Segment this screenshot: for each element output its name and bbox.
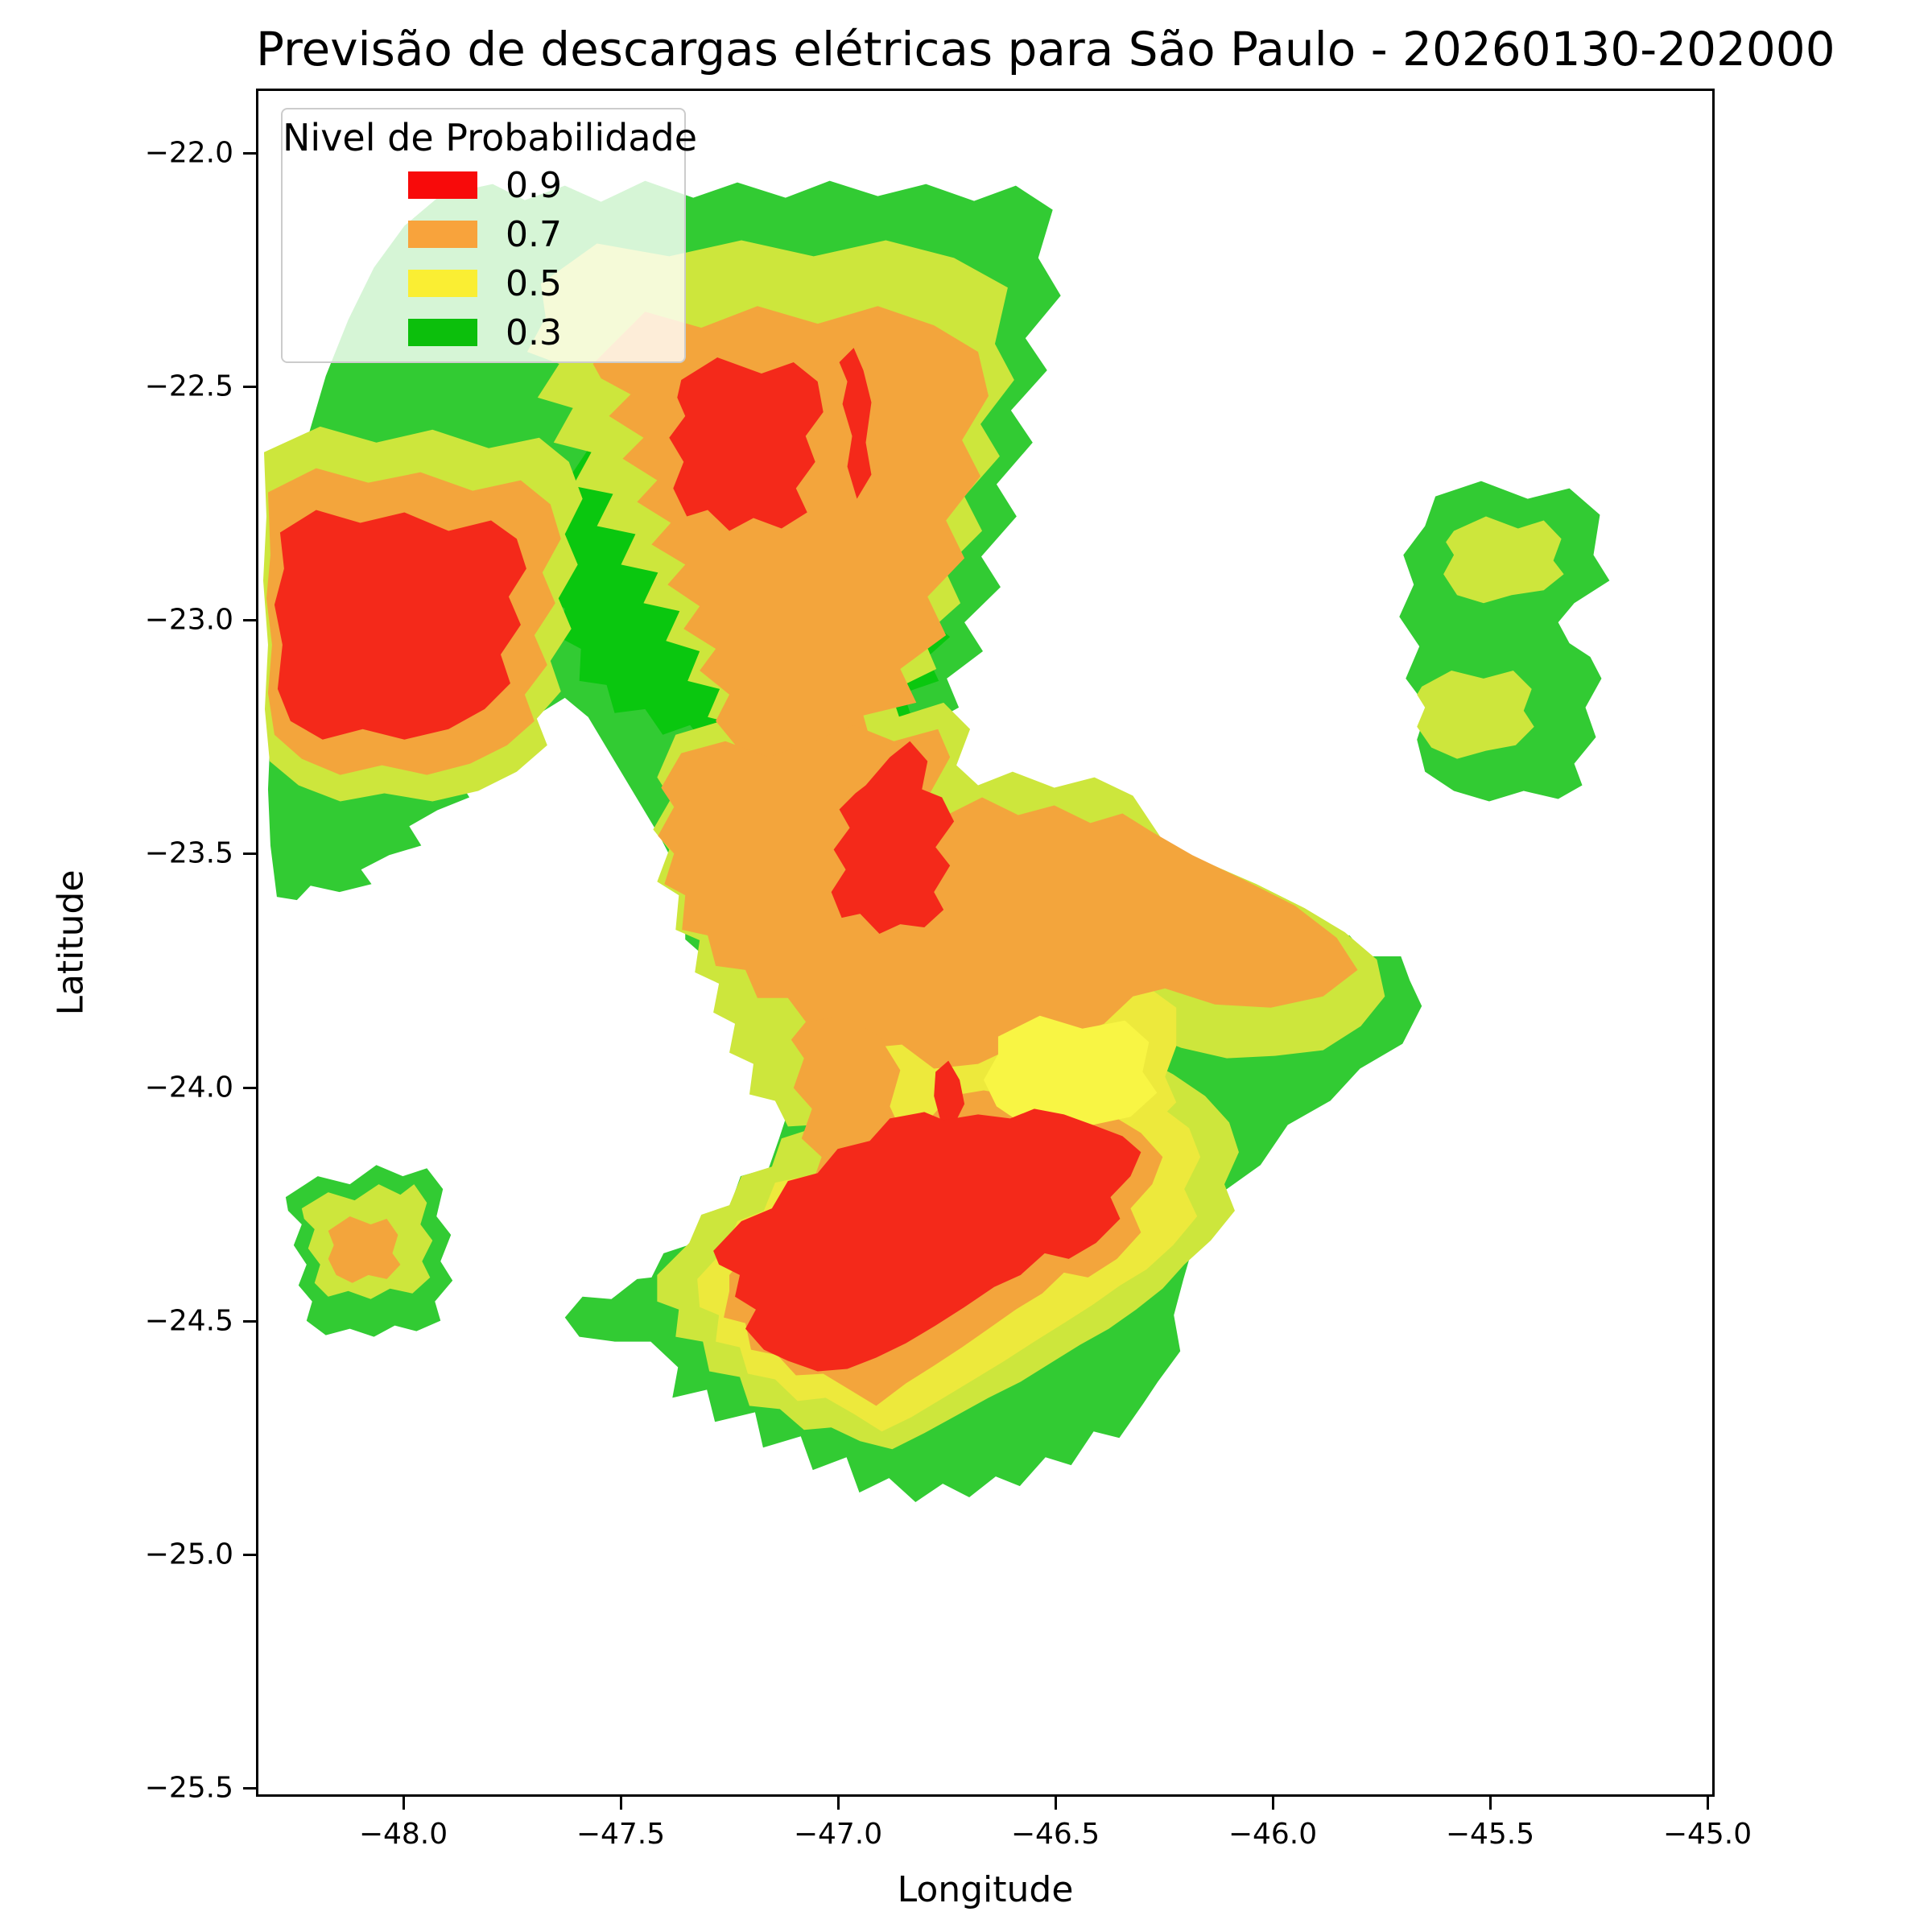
- x-tick-label: −48.0: [358, 1818, 448, 1851]
- contour-band-red-north-core: [669, 357, 824, 531]
- y-tick-label: −24.0: [144, 1071, 233, 1104]
- legend: Nivel de Probabilidade 0.9 0.7 0.5 0.3: [281, 108, 698, 363]
- y-tick-label: −23.0: [144, 603, 233, 637]
- legend-swatch-0.3: [408, 319, 477, 346]
- x-tick-label: −47.5: [576, 1818, 666, 1851]
- x-tick-label: −46.0: [1228, 1818, 1318, 1851]
- y-tick-mark: [243, 619, 256, 621]
- y-tick-mark: [243, 1787, 256, 1790]
- y-tick-label: −22.5: [144, 369, 233, 403]
- contour-map: [262, 180, 1610, 1503]
- contour-band-red-west-core: [274, 510, 526, 740]
- legend-swatch-0.7: [408, 221, 477, 248]
- y-tick-label: −24.5: [144, 1304, 233, 1338]
- y-axis-label: Latitude: [50, 869, 92, 1016]
- contour-band-orange-central: [658, 724, 1358, 1069]
- x-tick-mark: [837, 1797, 840, 1810]
- legend-row: 0.3: [283, 312, 684, 353]
- legend-row: 0.9: [283, 165, 684, 206]
- x-tick-mark: [1055, 1797, 1057, 1810]
- legend-row: 0.5: [283, 263, 684, 304]
- y-tick-mark: [243, 386, 256, 388]
- x-tick-label: −45.5: [1445, 1818, 1535, 1851]
- x-tick-label: −45.0: [1662, 1818, 1752, 1851]
- x-tick-label: −47.0: [793, 1818, 883, 1851]
- legend-label: 0.3: [506, 312, 562, 353]
- contour-band-red-north-sliver: [839, 348, 872, 499]
- legend-row: 0.7: [283, 214, 684, 255]
- y-tick-mark: [243, 1320, 256, 1323]
- x-tick-label: −46.5: [1010, 1818, 1100, 1851]
- x-tick-mark: [620, 1797, 622, 1810]
- x-tick-mark: [1707, 1797, 1709, 1810]
- y-tick-mark: [243, 852, 256, 855]
- x-tick-mark: [1272, 1797, 1274, 1810]
- legend-swatch-0.9: [408, 171, 477, 199]
- legend-swatch-0.5: [408, 270, 477, 297]
- y-tick-label: −25.0: [144, 1538, 233, 1571]
- y-tick-mark: [243, 152, 256, 155]
- legend-label: 0.5: [506, 263, 562, 304]
- legend-label: 0.9: [506, 165, 562, 206]
- contour-band-red-central-core: [831, 741, 955, 935]
- contour-band-yellowgreen-east-core-bottom: [1417, 670, 1534, 759]
- y-tick-label: −22.0: [144, 136, 233, 170]
- plot-title: Previsão de descargas elétricas para São…: [256, 22, 1835, 76]
- plot-area: Nivel de Probabilidade 0.9 0.7 0.5 0.3: [256, 89, 1715, 1797]
- contour-band-orange-southwest-core: [328, 1216, 401, 1283]
- legend-title: Nivel de Probabilidade: [283, 116, 698, 159]
- contour-band-yellowgreen-east-core-top: [1443, 516, 1564, 604]
- legend-label: 0.7: [506, 214, 562, 255]
- y-tick-label: −25.5: [144, 1771, 233, 1805]
- x-tick-mark: [1489, 1797, 1492, 1810]
- x-axis-label: Longitude: [897, 1869, 1074, 1910]
- y-tick-label: −23.5: [144, 836, 233, 870]
- x-tick-mark: [402, 1797, 405, 1810]
- y-tick-mark: [243, 1554, 256, 1556]
- contour-band-brightyellow-central: [984, 1015, 1158, 1125]
- contour-band-red-south-core: [713, 1108, 1141, 1372]
- y-tick-mark: [243, 1087, 256, 1089]
- contour-band-red-central-sliver: [934, 1060, 965, 1125]
